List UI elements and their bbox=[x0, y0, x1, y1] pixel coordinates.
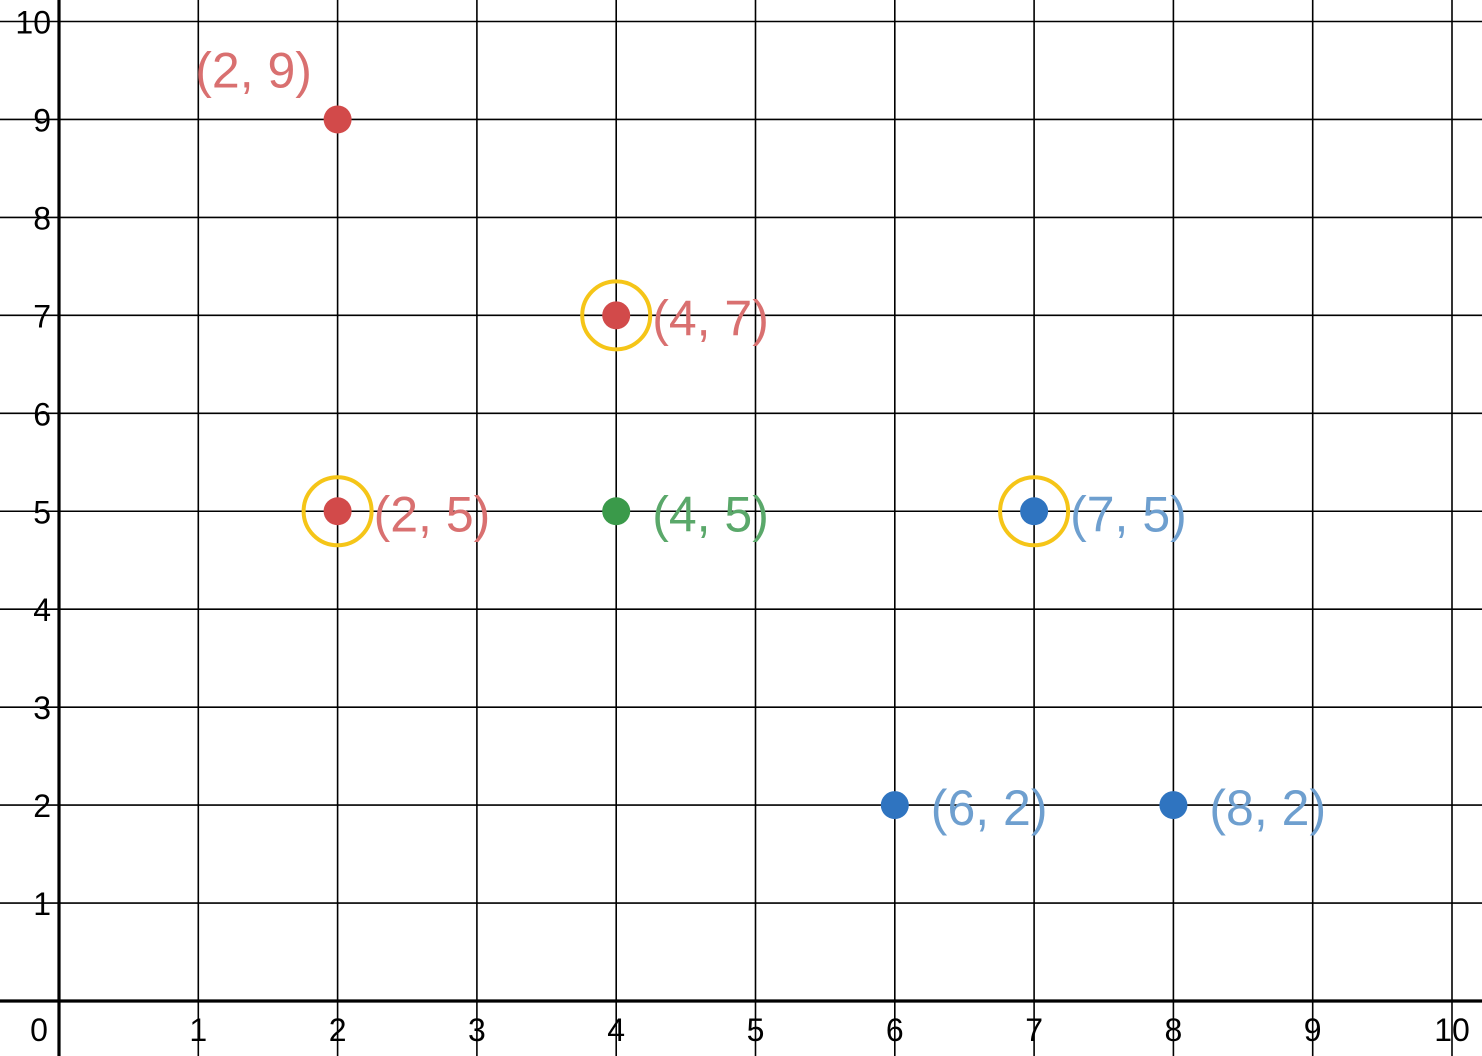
tick-labels: 1 2 3 4 5 6 7 8 9 10 1 2 3 4 5 6 7 8 9 10 0 bbox=[15, 5, 1469, 1049]
y-tick-label-4: 4 bbox=[33, 592, 51, 628]
point-labels: (2, 9) (4, 7) (2, 5) (4, 5) (7, 5) (6, 2) (8, … bbox=[195, 42, 1326, 836]
x-tick-label-10: 10 bbox=[1434, 1012, 1470, 1048]
data-point-2-5 bbox=[323, 497, 352, 526]
point-label-8-2: (8, 2) bbox=[1209, 780, 1326, 836]
point-label-6-2: (6, 2) bbox=[931, 780, 1048, 836]
data-point-7-5 bbox=[1020, 497, 1049, 526]
data-points bbox=[301, 105, 1188, 820]
data-point-4-7 bbox=[602, 301, 631, 330]
y-tick-label-9: 9 bbox=[33, 102, 51, 138]
y-tick-label-8: 8 bbox=[33, 200, 51, 236]
highlight-ring-4-7 bbox=[580, 279, 653, 352]
x-tick-label-9: 9 bbox=[1304, 1012, 1322, 1048]
origin-label: 0 bbox=[30, 1012, 48, 1048]
x-tick-label-2: 2 bbox=[329, 1012, 347, 1048]
x-tick-label-8: 8 bbox=[1165, 1012, 1183, 1048]
highlight-ring-7-5 bbox=[998, 475, 1071, 548]
y-tick-label-6: 6 bbox=[33, 396, 51, 432]
x-tick-label-7: 7 bbox=[1025, 1012, 1043, 1048]
point-label-4-5: (4, 5) bbox=[652, 486, 769, 542]
x-tick-label-6: 6 bbox=[886, 1012, 904, 1048]
y-tick-label-3: 3 bbox=[33, 690, 51, 726]
point-label-2-9: (2, 9) bbox=[195, 42, 312, 98]
x-tick-label-1: 1 bbox=[189, 1012, 207, 1048]
data-point-6-2 bbox=[880, 791, 909, 820]
y-tick-label-2: 2 bbox=[33, 788, 51, 824]
data-point-8-2 bbox=[1159, 791, 1188, 820]
data-point-4-5 bbox=[602, 497, 631, 526]
point-label-2-5: (2, 5) bbox=[374, 486, 491, 542]
x-tick-label-4: 4 bbox=[607, 1012, 625, 1048]
x-tick-label-5: 5 bbox=[747, 1012, 765, 1048]
data-point-2-9 bbox=[323, 105, 352, 134]
x-tick-label-3: 3 bbox=[468, 1012, 486, 1048]
highlight-ring-2-5 bbox=[301, 475, 374, 548]
point-label-7-5: (7, 5) bbox=[1070, 486, 1187, 542]
y-tick-label-10: 10 bbox=[15, 5, 51, 41]
y-tick-label-5: 5 bbox=[33, 494, 51, 530]
y-tick-label-7: 7 bbox=[33, 298, 51, 334]
y-tick-label-1: 1 bbox=[33, 886, 51, 922]
point-label-4-7: (4, 7) bbox=[652, 290, 769, 346]
